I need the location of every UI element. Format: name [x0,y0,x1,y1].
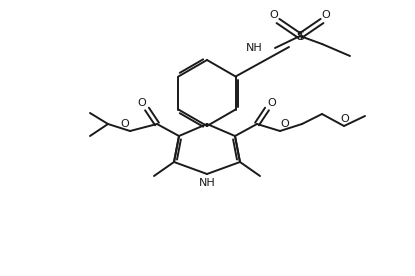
Text: NH: NH [246,43,263,53]
Text: O: O [322,10,330,20]
Text: O: O [121,119,129,129]
Text: O: O [138,98,146,108]
Text: O: O [270,10,278,20]
Text: NH: NH [199,178,215,188]
Text: O: O [341,114,349,124]
Text: S: S [296,30,304,43]
Text: O: O [268,98,276,108]
Text: O: O [281,119,289,129]
